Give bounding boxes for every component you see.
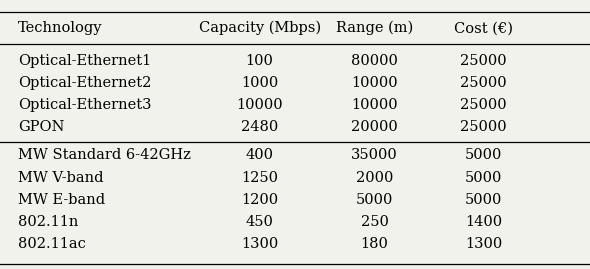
Text: 2000: 2000 <box>356 171 394 185</box>
Text: GPON: GPON <box>18 120 64 134</box>
Text: 5000: 5000 <box>465 148 503 162</box>
Text: 10000: 10000 <box>351 98 398 112</box>
Text: Capacity (Mbps): Capacity (Mbps) <box>199 21 320 36</box>
Text: 5000: 5000 <box>356 193 394 207</box>
Text: 5000: 5000 <box>465 171 503 185</box>
Text: Cost (€): Cost (€) <box>454 21 513 35</box>
Text: 10000: 10000 <box>351 76 398 90</box>
Text: 5000: 5000 <box>465 193 503 207</box>
Text: MW Standard 6-42GHz: MW Standard 6-42GHz <box>18 148 191 162</box>
Text: 100: 100 <box>245 54 274 68</box>
Text: 450: 450 <box>245 215 274 229</box>
Text: 25000: 25000 <box>460 120 507 134</box>
Text: Optical-Ethernet3: Optical-Ethernet3 <box>18 98 151 112</box>
Text: 1300: 1300 <box>241 237 278 251</box>
Text: 1200: 1200 <box>241 193 278 207</box>
Text: 80000: 80000 <box>351 54 398 68</box>
Text: 1000: 1000 <box>241 76 278 90</box>
Text: 25000: 25000 <box>460 54 507 68</box>
Text: Technology: Technology <box>18 21 102 35</box>
Text: 20000: 20000 <box>351 120 398 134</box>
Text: 802.11n: 802.11n <box>18 215 78 229</box>
Text: Optical-Ethernet2: Optical-Ethernet2 <box>18 76 151 90</box>
Text: MW E-band: MW E-band <box>18 193 105 207</box>
Text: 25000: 25000 <box>460 98 507 112</box>
Text: Range (m): Range (m) <box>336 21 413 36</box>
Text: MW V-band: MW V-band <box>18 171 103 185</box>
Text: 802.11ac: 802.11ac <box>18 237 86 251</box>
Text: 1250: 1250 <box>241 171 278 185</box>
Text: 1400: 1400 <box>466 215 502 229</box>
Text: 35000: 35000 <box>351 148 398 162</box>
Text: 10000: 10000 <box>236 98 283 112</box>
Text: Optical-Ethernet1: Optical-Ethernet1 <box>18 54 151 68</box>
Text: 1300: 1300 <box>465 237 503 251</box>
Text: 2480: 2480 <box>241 120 278 134</box>
Text: 250: 250 <box>360 215 389 229</box>
Text: 180: 180 <box>360 237 389 251</box>
Text: 25000: 25000 <box>460 76 507 90</box>
Text: 400: 400 <box>245 148 274 162</box>
